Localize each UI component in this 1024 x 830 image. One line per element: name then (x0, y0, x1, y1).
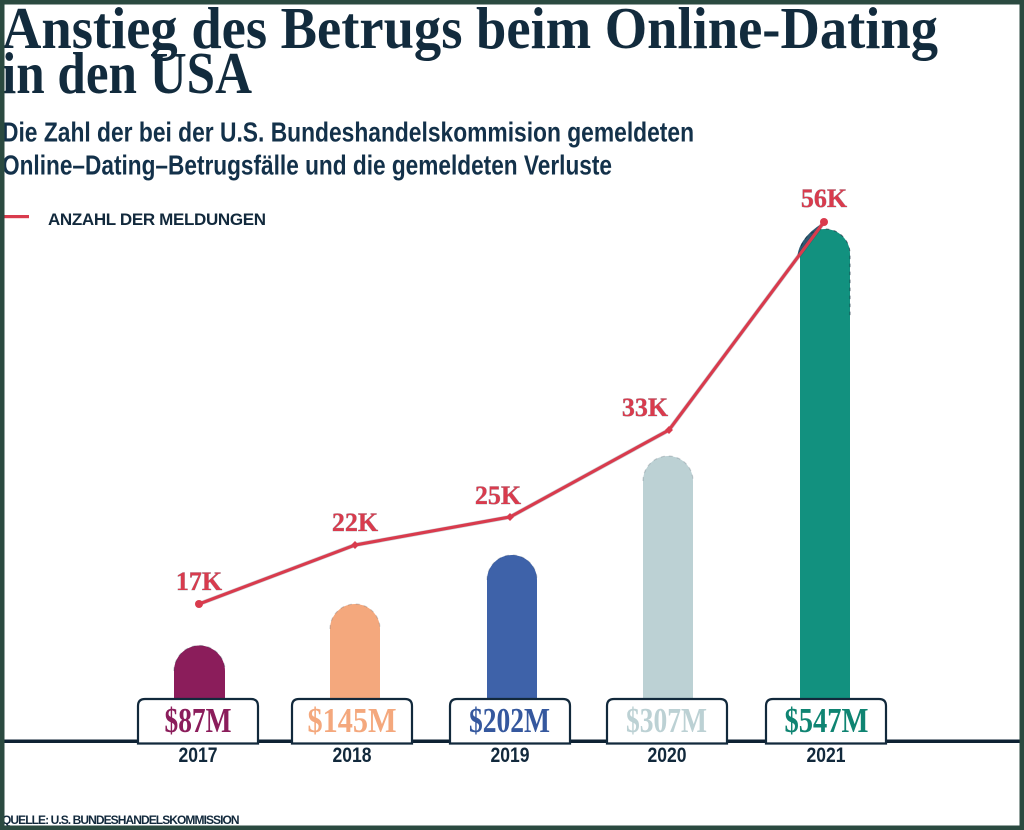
svg-text:$202M: $202M (469, 701, 550, 740)
svg-text:$87M: $87M (165, 701, 232, 740)
svg-text:$307M: $307M (626, 701, 707, 740)
svg-text:22K: 22K (332, 508, 379, 537)
svg-text:17K: 17K (176, 567, 223, 596)
svg-text:2018: 2018 (333, 743, 372, 767)
svg-text:Online–Dating–Betrugsfälle und: Online–Dating–Betrugsfälle und die gemel… (2, 150, 612, 181)
svg-text:33K: 33K (622, 393, 669, 422)
svg-text:in den USA: in den USA (2, 40, 252, 106)
svg-text:Die Zahl der bei der U.S. Bund: Die Zahl der bei der U.S. Bundeshandelsk… (2, 117, 694, 148)
svg-text:QUELLE: U.S. BUNDESHANDELSKOMM: QUELLE: U.S. BUNDESHANDELSKOMMISSION (2, 813, 240, 827)
svg-text:ANZAHL DER MELDUNGEN: ANZAHL DER MELDUNGEN (48, 210, 267, 229)
svg-text:$547M: $547M (785, 701, 869, 740)
svg-text:2017: 2017 (179, 743, 218, 767)
svg-text:25K: 25K (475, 481, 522, 510)
svg-text:2021: 2021 (807, 743, 846, 767)
svg-text:Anstieg des Betrugs beim Onlin: Anstieg des Betrugs beim Online-Dating (2, 0, 938, 61)
svg-text:2019: 2019 (491, 743, 530, 767)
svg-text:2020: 2020 (648, 743, 687, 767)
svg-text:$145M: $145M (308, 701, 397, 740)
svg-text:56K: 56K (801, 184, 848, 213)
